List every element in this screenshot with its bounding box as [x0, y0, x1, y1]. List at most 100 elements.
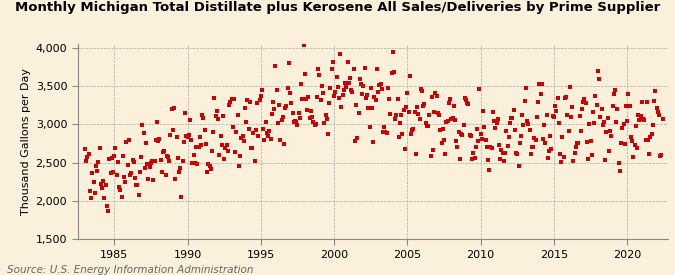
- Point: [628, 155, 639, 160]
- Point: [286, 101, 297, 105]
- Point: [236, 136, 246, 140]
- Point: [101, 183, 111, 188]
- Point: [554, 120, 564, 125]
- Point: [523, 121, 534, 126]
- Point: [356, 82, 367, 87]
- Point: [466, 134, 477, 138]
- Point: [416, 89, 427, 93]
- Point: [338, 87, 349, 92]
- Point: [219, 156, 230, 161]
- Point: [338, 93, 348, 97]
- Point: [413, 112, 424, 116]
- Point: [351, 103, 362, 108]
- Point: [379, 125, 389, 129]
- Point: [635, 114, 646, 118]
- Point: [256, 88, 267, 93]
- Point: [638, 117, 649, 122]
- Point: [385, 112, 396, 116]
- Point: [637, 100, 647, 104]
- Point: [253, 134, 264, 138]
- Point: [597, 123, 608, 127]
- Point: [226, 96, 237, 101]
- Point: [261, 120, 271, 125]
- Point: [167, 127, 178, 132]
- Point: [540, 141, 551, 145]
- Point: [563, 128, 574, 133]
- Point: [380, 130, 391, 135]
- Point: [537, 137, 548, 141]
- Point: [324, 100, 335, 105]
- Point: [605, 129, 616, 133]
- Point: [107, 170, 118, 175]
- Point: [163, 155, 173, 159]
- Text: Monthly Michigan Total Distillate plus Kerosene All Sales/Deliveries by Prime Su: Monthly Michigan Total Distillate plus K…: [15, 1, 660, 14]
- Point: [572, 141, 583, 145]
- Point: [119, 174, 130, 179]
- Point: [127, 158, 138, 162]
- Point: [418, 104, 429, 109]
- Point: [264, 129, 275, 134]
- Point: [578, 100, 589, 104]
- Point: [151, 138, 161, 142]
- Point: [302, 108, 313, 112]
- Point: [90, 164, 101, 169]
- Point: [357, 92, 368, 97]
- Point: [599, 119, 610, 124]
- Point: [105, 171, 116, 176]
- Point: [140, 166, 151, 170]
- Point: [440, 152, 451, 156]
- Point: [396, 113, 406, 118]
- Point: [543, 156, 554, 160]
- Point: [192, 162, 202, 166]
- Point: [176, 194, 187, 199]
- Point: [653, 112, 664, 117]
- Point: [568, 159, 579, 163]
- Point: [319, 121, 329, 125]
- Point: [207, 149, 217, 153]
- Point: [590, 94, 601, 98]
- Point: [271, 87, 282, 92]
- Point: [243, 127, 254, 131]
- Point: [200, 141, 211, 146]
- Point: [143, 177, 154, 182]
- Point: [401, 105, 412, 109]
- Point: [634, 117, 645, 122]
- Point: [400, 147, 410, 151]
- Point: [573, 141, 584, 145]
- Point: [116, 195, 127, 199]
- Point: [645, 135, 656, 139]
- Point: [204, 163, 215, 168]
- Point: [381, 130, 392, 135]
- Point: [250, 128, 261, 133]
- Point: [641, 100, 652, 105]
- Point: [483, 158, 493, 162]
- Point: [448, 104, 459, 109]
- Point: [602, 116, 613, 121]
- Point: [329, 94, 340, 98]
- Point: [137, 123, 148, 127]
- Point: [589, 121, 599, 125]
- Point: [375, 82, 386, 86]
- Point: [650, 89, 661, 94]
- Point: [149, 159, 160, 163]
- Point: [331, 75, 342, 79]
- Point: [184, 118, 195, 123]
- Point: [300, 97, 311, 101]
- Point: [558, 155, 569, 159]
- Point: [623, 92, 634, 96]
- Point: [95, 146, 105, 150]
- Point: [87, 171, 98, 175]
- Point: [643, 138, 653, 142]
- Point: [506, 116, 516, 120]
- Point: [585, 139, 596, 143]
- Point: [569, 151, 580, 156]
- Point: [522, 119, 533, 123]
- Point: [421, 120, 431, 125]
- Point: [611, 120, 622, 125]
- Point: [121, 139, 132, 144]
- Point: [632, 146, 643, 150]
- Point: [407, 127, 418, 132]
- Point: [458, 123, 469, 127]
- Point: [510, 128, 520, 132]
- Point: [560, 96, 570, 100]
